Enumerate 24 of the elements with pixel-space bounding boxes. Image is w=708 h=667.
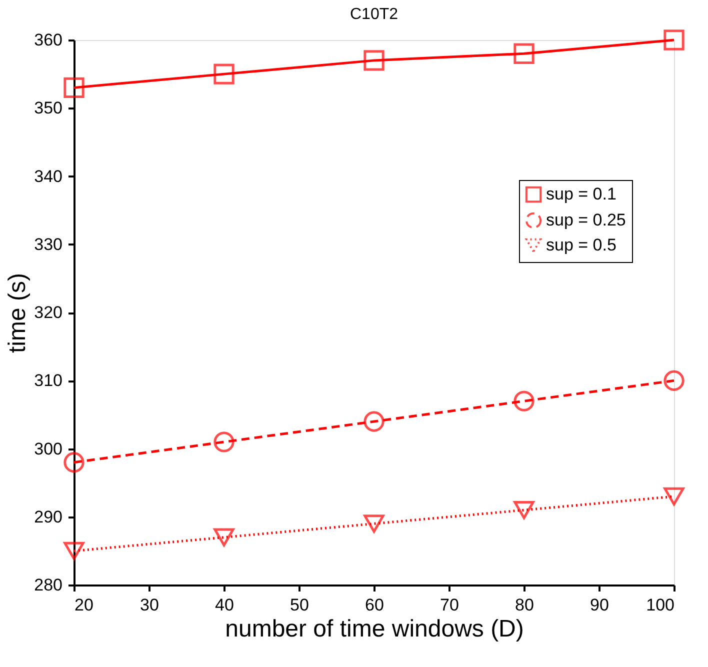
- y-tick-label: 350: [34, 98, 62, 118]
- x-tick-label: 100: [646, 596, 674, 614]
- y-tick-label: 280: [34, 576, 62, 594]
- x-tick-label: 60: [365, 596, 384, 614]
- x-tick-label: 40: [215, 596, 234, 614]
- legend-label: sup = 0.25: [546, 210, 626, 230]
- y-tick-label: 340: [34, 166, 62, 186]
- legend-label: sup = 0.1: [546, 184, 616, 204]
- y-tick-label: 360: [34, 30, 62, 50]
- x-tick-label: 80: [515, 596, 534, 614]
- y-tick-label: 290: [34, 507, 62, 526]
- y-axis-title: time (s): [4, 273, 32, 353]
- y-tick-label: 310: [34, 371, 62, 390]
- y-tick-label: 300: [34, 439, 62, 458]
- x-tick-label: 50: [290, 596, 309, 614]
- x-tick-label: 20: [74, 596, 94, 614]
- y-tick-label: 330: [34, 234, 62, 254]
- x-tick-label: 30: [140, 596, 159, 614]
- legend-label: sup = 0.5: [546, 236, 616, 254]
- x-tick-label: 90: [590, 596, 609, 614]
- chart-title: C10T2: [350, 6, 398, 23]
- x-tick-label: 70: [440, 596, 459, 614]
- x-axis-title: number of time windows (D): [225, 616, 524, 642]
- y-tick-label: 320: [34, 303, 62, 322]
